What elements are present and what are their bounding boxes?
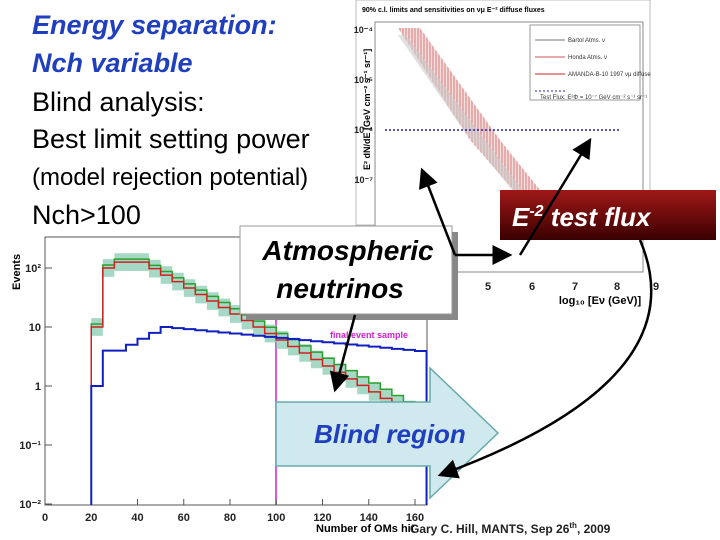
bullet-text: Blind analysis: [32,87,205,117]
x-axis-label: Number of OMs hit [316,523,415,535]
arrow [329,314,357,393]
callout-box [500,190,716,240]
callout-text: Atmospheric [261,235,434,266]
x-tick-label: 5 [485,281,491,293]
heading: Energy separation: [32,10,277,40]
annotation: final event sample [330,330,408,340]
histogram [90,326,428,505]
bullet-text: Nch>100 [32,200,141,230]
arrow [419,167,457,256]
y-tick-label: 10⁻⁷ [355,175,374,185]
atmospheric-band [398,35,530,200]
text-part: Gary C. Hill, MANTS, Sep 26 [410,522,570,536]
x-axis-label: log₁₀ [Eν (GeV)] [559,295,642,307]
atmospheric-band [398,28,560,215]
x-tick-label: 160 [406,512,424,524]
x-tick-label: 0 [42,512,48,524]
x-tick-label: 100 [267,512,285,524]
x-tick-label: 80 [224,512,236,524]
y-tick-label: 10⁻⁶ [354,125,373,135]
text-part: E [512,202,530,232]
histogram [90,261,428,505]
bullet-text: Best limit setting power [32,124,310,154]
blind-region-label: Blind region [314,419,466,449]
superscript: th [569,521,577,530]
y-tick-label: 10² [25,263,41,275]
heading: Nch variable [32,48,193,78]
text-part: test flux [544,202,652,232]
x-tick-label: 6 [529,281,535,293]
histogram [90,258,428,505]
legend-label: Test Flux: E²Φ = 10⁻⁷ GeV cm⁻² s⁻¹ sr⁻¹ [540,94,647,101]
legend-label: AMANDA-B-10 1997 νμ diffuse [568,72,651,78]
superscript: -2 [529,203,543,220]
top-plot: 90% c.l. limits and sensitivities on νμ … [354,0,659,307]
y-tick-label: 10⁻² [19,499,41,511]
x-tick-label: 120 [313,512,331,524]
legend-label: Bartol Atms. ν [568,38,605,44]
x-tick-label: 9 [653,281,659,293]
arrows [329,137,653,479]
callout-text: E-2 test flux [512,202,652,232]
plot-title: 90% c.l. limits and sensitivities on νμ … [362,7,545,14]
x-tick-label: 8 [614,281,620,293]
legend-label: Honda Atms. ν [568,55,607,61]
callout-box [239,225,453,315]
y-tick-label: 10⁻¹ [19,440,41,452]
x-tick-label: 140 [360,512,378,524]
arrow [518,137,592,256]
x-tick-label: 20 [85,512,97,524]
bullet-text: (model rejection potential) [32,164,308,191]
y-tick-label: 10⁻⁵ [354,75,373,85]
legend [529,24,641,101]
y-tick-label: 10 [29,322,41,334]
x-tick-label: 60 [178,512,190,524]
y-axis-label: Events [11,254,23,290]
x-tick-label: 7 [572,281,578,293]
text-part: , 2009 [577,522,611,536]
callout-text: neutrinos [276,273,404,304]
footer: Gary C. Hill, MANTS, Sep 26th, 2009 [410,521,611,536]
y-tick-label: 1 [35,381,41,393]
y-axis-label: E² dN/dE [GeV cm⁻² s⁻¹ sr⁻¹] [362,49,372,170]
y-tick-label: 10⁻⁴ [354,25,373,35]
arrow [437,239,653,479]
x-tick-label: 40 [131,512,143,524]
